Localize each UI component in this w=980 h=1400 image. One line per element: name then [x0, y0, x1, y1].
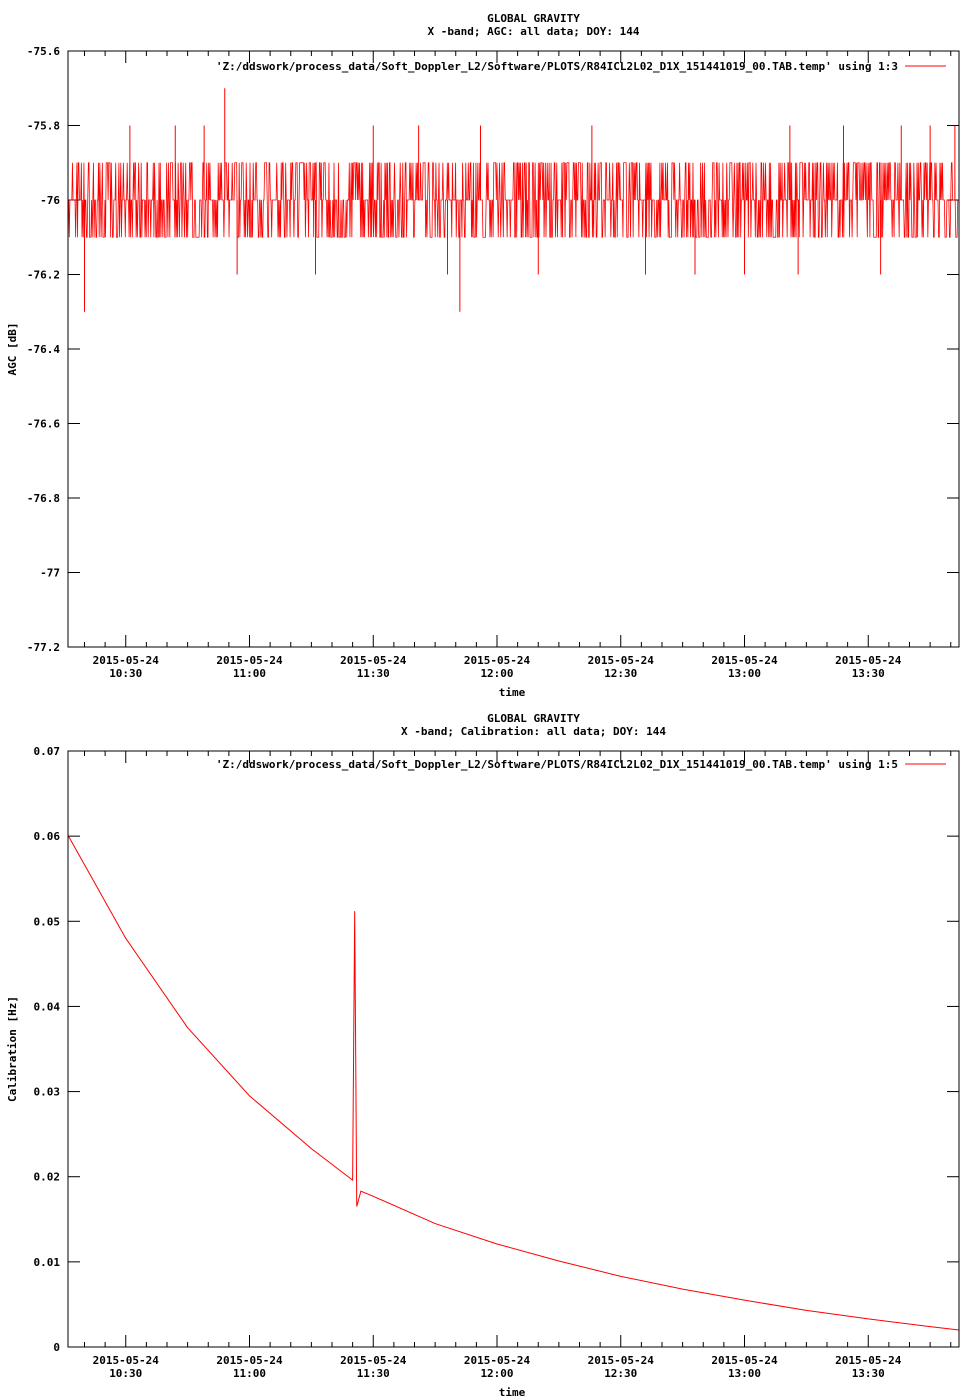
y-tick-label: -76.4 — [27, 343, 60, 356]
chart-title: GLOBAL GRAVITY — [487, 12, 580, 25]
series-line — [68, 162, 959, 238]
chart-subtitle: X -band; Calibration: all data; DOY: 144 — [401, 725, 666, 738]
x-tick-time-label: 13:30 — [852, 1367, 885, 1380]
x-tick-date-label: 2015-05-24 — [216, 1354, 283, 1367]
y-tick-label: 0 — [53, 1341, 60, 1354]
x-tick-date-label: 2015-05-24 — [464, 654, 531, 667]
x-tick-date-label: 2015-05-24 — [340, 1354, 407, 1367]
x-tick-time-label: 11:00 — [233, 667, 266, 680]
y-tick-label: 0.03 — [34, 1086, 61, 1099]
y-tick-label: -76.8 — [27, 492, 60, 505]
x-tick-date-label: 2015-05-24 — [835, 1354, 902, 1367]
y-tick-label: 0.05 — [34, 915, 61, 928]
x-tick-date-label: 2015-05-24 — [340, 654, 407, 667]
y-tick-label: -77 — [40, 567, 60, 580]
y-tick-label: -77.2 — [27, 641, 60, 654]
legend: 'Z:/ddswork/process_data/Soft_Doppler_L2… — [216, 60, 946, 73]
x-tick-time-label: 12:00 — [480, 1367, 513, 1380]
y-tick-label: -76 — [40, 194, 60, 207]
plot-frame — [67, 50, 960, 648]
x-tick-time-label: 13:00 — [728, 667, 761, 680]
x-axis-label: time — [499, 686, 526, 699]
x-tick-date-label: 2015-05-24 — [93, 1354, 160, 1367]
x-tick-date-label: 2015-05-24 — [711, 1354, 778, 1367]
x-tick-date-label: 2015-05-24 — [588, 1354, 655, 1367]
x-tick-time-label: 12:30 — [604, 1367, 637, 1380]
chart-subtitle: X -band; AGC: all data; DOY: 144 — [428, 25, 640, 38]
x-tick-time-label: 11:00 — [233, 1367, 266, 1380]
y-tick-label: -75.6 — [27, 45, 60, 58]
y-tick-label: 0.02 — [34, 1171, 61, 1184]
x-tick-date-label: 2015-05-24 — [464, 1354, 531, 1367]
legend-label: 'Z:/ddswork/process_data/Soft_Doppler_L2… — [216, 60, 898, 73]
x-tick-date-label: 2015-05-24 — [835, 654, 902, 667]
x-tick-time-label: 12:30 — [604, 667, 637, 680]
x-tick-date-label: 2015-05-24 — [93, 654, 160, 667]
x-tick-time-label: 11:30 — [357, 667, 390, 680]
y-tick-label: -76.2 — [27, 269, 60, 282]
x-tick-time-label: 10:30 — [109, 667, 142, 680]
y-axis-label: Calibration [Hz] — [6, 996, 19, 1102]
y-tick-label: 0.07 — [34, 745, 61, 758]
legend-label: 'Z:/ddswork/process_data/Soft_Doppler_L2… — [216, 758, 898, 771]
x-tick-date-label: 2015-05-24 — [216, 654, 283, 667]
x-tick-time-label: 11:30 — [357, 1367, 390, 1380]
y-tick-label: -75.8 — [27, 120, 60, 133]
y-tick-label: 0.06 — [34, 830, 61, 843]
x-tick-date-label: 2015-05-24 — [588, 654, 655, 667]
legend: 'Z:/ddswork/process_data/Soft_Doppler_L2… — [216, 758, 946, 771]
x-axis-label: time — [499, 1386, 526, 1399]
x-tick-time-label: 10:30 — [109, 1367, 142, 1380]
chart-title: GLOBAL GRAVITY — [487, 712, 580, 725]
x-tick-time-label: 13:00 — [728, 1367, 761, 1380]
y-axis-label: AGC [dB] — [6, 323, 19, 376]
x-tick-date-label: 2015-05-24 — [711, 654, 778, 667]
y-tick-label: -76.6 — [27, 418, 60, 431]
y-tick-label: 0.04 — [34, 1000, 61, 1013]
y-tick-label: 0.01 — [34, 1256, 61, 1269]
series-line — [67, 835, 960, 1331]
x-tick-time-label: 13:30 — [852, 667, 885, 680]
x-tick-time-label: 12:00 — [480, 667, 513, 680]
plot-frame — [67, 750, 960, 1348]
